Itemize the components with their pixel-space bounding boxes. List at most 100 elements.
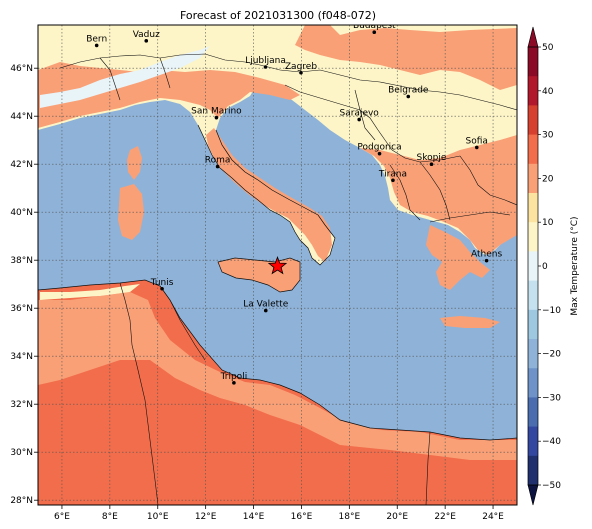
y-tick-label: 34°N — [10, 352, 33, 362]
colorbar-label: Max Temperature (°C) — [570, 216, 580, 315]
colorbar-tick-label: −50 — [542, 481, 561, 491]
city-label: Vaduz — [133, 30, 160, 40]
colorbar-tick-label: 0 — [542, 262, 548, 272]
colorbar-segment — [528, 47, 538, 77]
city-label: Belgrade — [388, 86, 429, 96]
city-dot — [232, 381, 236, 385]
city-label: Athens — [471, 250, 502, 260]
colorbar-segment — [528, 163, 538, 194]
colorbar-tick-label: 20 — [542, 174, 554, 184]
y-tick-label: 32°N — [10, 400, 33, 410]
x-axis-ticks: 6°E 8°E 10°E 12°E 14°E 16°E 18°E 20°E 22°E 24°E — [54, 505, 504, 522]
city-dot — [357, 117, 361, 122]
colorbar-segment — [528, 397, 538, 427]
city-label: Ljubljana — [245, 56, 286, 66]
crete-island — [440, 316, 500, 328]
target-star-icon — [267, 256, 288, 275]
alpine-cold-zone — [40, 46, 210, 108]
colorbar-segment — [528, 251, 538, 281]
x-tick-label: 14°E — [243, 512, 265, 522]
balkan-mild-zone — [360, 135, 517, 255]
city-label: Skopje — [417, 153, 447, 163]
city-dot — [484, 258, 489, 263]
colorbar-tick-label: 40 — [542, 87, 554, 97]
colorbar-tick-label: 30 — [542, 131, 554, 141]
colorbar-extend-bottom — [527, 484, 539, 506]
city-dot — [299, 70, 303, 75]
city-label: Budapest — [353, 21, 396, 31]
italy-mild-zone — [206, 128, 332, 262]
city-dot — [474, 145, 479, 150]
colorbar-tick-label: −10 — [542, 306, 561, 316]
city-dot — [214, 115, 219, 120]
y-tick-label: 36°N — [10, 304, 33, 314]
city-dot — [94, 43, 99, 48]
colorbar-tick-label: 10 — [542, 218, 554, 228]
colorbar-extend-top — [527, 26, 539, 48]
colorbar-segment — [528, 280, 538, 311]
graticule — [38, 25, 517, 505]
city-dot — [263, 308, 268, 313]
city-dot — [429, 162, 434, 166]
colorbar-segments — [528, 47, 538, 486]
colorbar-tick-label: −20 — [542, 350, 561, 360]
europe-mild-zone-north — [295, 25, 517, 90]
city-dot — [215, 164, 220, 169]
city-dot — [391, 178, 395, 183]
figure-title: Forecast of 2021031300 (f048-072) — [180, 9, 376, 22]
city-label: Tripoli — [220, 372, 248, 382]
y-tick-label: 40°N — [10, 208, 33, 218]
x-tick-label: 20°E — [386, 512, 408, 522]
city-label: Tirana — [378, 169, 407, 179]
map-frame — [37, 24, 518, 506]
country-borders — [59, 53, 517, 505]
colorbar-segment — [528, 193, 538, 223]
y-tick-label: 44°N — [10, 112, 33, 122]
city-label: Sofia — [466, 136, 488, 146]
y-axis-ticks: 28°N 30°N 32°N 34°N 36°N 38°N 40°N 42°N 44°N 46°N — [10, 64, 38, 506]
corsica-island — [127, 146, 142, 180]
x-tick-label: 16°E — [291, 512, 313, 522]
y-tick-label: 38°N — [10, 256, 33, 266]
city-dot — [263, 65, 268, 69]
x-tick-label: 22°E — [434, 512, 456, 522]
city-label: San Marino — [191, 107, 242, 117]
colorbar-segment — [528, 222, 538, 252]
colorbar-ticks: 50 40 30 20 10 0 −10 −20 −30 −40 −50 — [538, 43, 561, 491]
x-tick-label: 10°E — [147, 512, 169, 522]
city-label: Zagreb — [285, 62, 317, 72]
x-tick-label: 8°E — [102, 512, 118, 522]
y-tick-label: 46°N — [10, 64, 33, 74]
city-dot — [406, 94, 411, 99]
colorbar-segment — [528, 368, 538, 398]
y-tick-label: 42°N — [10, 160, 33, 170]
x-tick-label: 6°E — [54, 512, 70, 522]
city-label: Sarajevo — [340, 109, 380, 119]
colorbar-segment — [528, 134, 538, 165]
x-tick-label: 18°E — [339, 512, 361, 522]
y-tick-label: 28°N — [10, 496, 33, 506]
coastlines — [38, 124, 517, 441]
colorbar-tick-label: −30 — [542, 393, 561, 403]
city-label: Podgorica — [357, 143, 401, 153]
europe-mild-zone-west — [38, 62, 300, 128]
city-dot — [160, 286, 164, 291]
colorbar-segment — [528, 105, 538, 135]
city-dot — [377, 151, 382, 156]
city-label: Bern — [86, 34, 107, 44]
colorbar-segment — [528, 76, 538, 106]
colorbar: 50 40 30 20 10 0 −10 −20 −30 −40 −50 Max Temperatu… — [527, 26, 580, 506]
x-tick-label: 24°E — [482, 512, 504, 522]
colorbar-segment — [528, 455, 538, 486]
colorbar-segment — [528, 309, 538, 340]
city-dot — [372, 30, 377, 34]
city-dot — [144, 39, 149, 43]
colorbar-tick-label: −40 — [542, 437, 561, 447]
y-tick-label: 30°N — [10, 448, 33, 458]
city-label: Tunis — [150, 278, 174, 288]
colorbar-segment — [528, 426, 538, 457]
colorbar-tick-label: 50 — [542, 43, 554, 53]
